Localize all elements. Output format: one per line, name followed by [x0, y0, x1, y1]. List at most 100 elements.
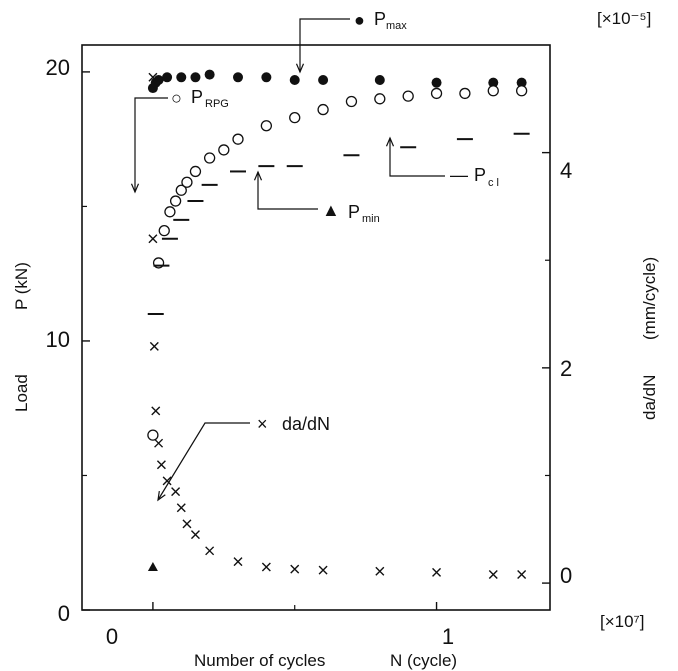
data-point: [176, 72, 187, 83]
data-point: [459, 87, 471, 100]
data-point: [164, 206, 176, 218]
legend-dadn-symbol: ×: [257, 414, 268, 434]
prpg-callout-arrow: [134, 97, 168, 192]
legend-pmax-symbol: ●: [354, 10, 365, 30]
data-point: [232, 133, 244, 145]
data-point: [432, 567, 442, 577]
data-point: [156, 460, 166, 470]
legend-prpg-symbol: ○: [171, 88, 182, 108]
pmin-callout-arrow: [257, 172, 318, 210]
data-point: [318, 74, 329, 85]
series-pmax: [147, 69, 527, 94]
data-point: [151, 406, 161, 416]
data-point: [374, 74, 385, 85]
data-point: [488, 77, 499, 88]
legend-pmax-label: P: [374, 9, 386, 29]
pmin-callout-arrow-head: [253, 170, 263, 181]
data-point: [431, 77, 442, 88]
x-axis-variable: N (cycle): [390, 651, 457, 670]
data-point: [375, 566, 385, 576]
data-point: [402, 90, 414, 102]
y-right-axis-label: da/dN: [640, 375, 659, 420]
data-point: [205, 546, 215, 556]
data-point: [158, 224, 170, 237]
legend-pmin-symbol: ▲: [322, 200, 340, 220]
pmax-callout-arrow: [299, 18, 350, 72]
data-point: [218, 144, 230, 156]
series-da-dn: [148, 72, 527, 579]
data-point: [176, 503, 186, 513]
x-tick-label: 0: [106, 624, 118, 649]
right-axis-multiplier: [×10⁻⁵]: [597, 9, 651, 28]
x-axis-multiplier: [×10⁷]: [600, 612, 644, 631]
data-point: [190, 72, 201, 83]
data-point: [162, 476, 172, 486]
y-left-axis-word: Load: [12, 374, 31, 412]
prpg-callout-arrow-head: [130, 183, 140, 194]
legend-prpg-sub: RPG: [205, 98, 229, 110]
y-left-tick-label: 0: [58, 601, 70, 626]
pcl-callout-arrow: [389, 138, 445, 177]
series-prpg: [147, 85, 528, 441]
pmax-callout-arrow-head: [295, 63, 305, 74]
dadn-callout-arrow: [157, 422, 250, 501]
legend-pmin-label: P: [348, 202, 360, 222]
data-point: [181, 176, 193, 188]
y-right-tick-label: 4: [560, 158, 572, 183]
data-point: [162, 72, 173, 83]
plot-frame: [81, 44, 551, 611]
legend-pmax-sub: max: [386, 20, 407, 32]
data-point: [289, 111, 301, 124]
data-point: [487, 85, 499, 97]
annotation-layer: [130, 18, 445, 502]
series-pmin: [147, 561, 158, 571]
y-left-axis-label: P (kN): [12, 262, 31, 310]
data-point: [147, 429, 159, 441]
data-point: [148, 234, 158, 244]
data-point: [169, 195, 182, 207]
pcl-callout-arrow-head: [385, 136, 395, 147]
data-point: [233, 557, 243, 567]
y-left-tick-label: 10: [46, 327, 70, 352]
data-point: [318, 565, 328, 575]
legend-pcl-sub: c l: [488, 177, 499, 189]
data-point: [175, 184, 187, 196]
data-point: [189, 165, 202, 178]
data-point: [345, 95, 358, 108]
data-point: [203, 152, 216, 164]
legend-dadn-label: da/dN: [282, 414, 330, 434]
series-pcl: [147, 132, 530, 316]
data-point: [515, 85, 528, 97]
data-point: [516, 77, 527, 88]
data-point: [233, 72, 243, 83]
y-right-tick-label: 0: [560, 563, 572, 588]
data-point: [154, 438, 164, 448]
legend-pmin-sub: min: [362, 213, 380, 225]
data-point: [517, 569, 527, 579]
plot-border: [81, 44, 551, 611]
data-point: [148, 72, 158, 82]
y-right-tick-label: 2: [560, 356, 572, 381]
data-point: [290, 564, 300, 574]
legend-prpg-label: P: [191, 87, 203, 107]
data-point: [289, 74, 300, 85]
legend-pcl-label: P: [474, 165, 486, 185]
data-point: [374, 93, 386, 105]
data-point: [261, 562, 271, 572]
y-left-tick-label: 20: [46, 55, 70, 80]
data-point: [147, 561, 158, 571]
data-point: [171, 487, 181, 497]
series-layer: [147, 69, 530, 579]
data-point: [153, 74, 164, 85]
data-point: [317, 103, 329, 116]
x-tick-label: 1: [442, 624, 454, 649]
dadn-callout-arrow-head: [157, 491, 166, 502]
data-point: [488, 569, 498, 579]
data-point: [261, 72, 272, 83]
legend-pcl-symbol: —: [450, 165, 468, 185]
y-right-axis-unit: (mm/cycle): [640, 257, 659, 340]
data-point: [149, 341, 159, 351]
x-axis-label: Number of cycles: [194, 651, 325, 670]
data-point: [182, 519, 192, 529]
